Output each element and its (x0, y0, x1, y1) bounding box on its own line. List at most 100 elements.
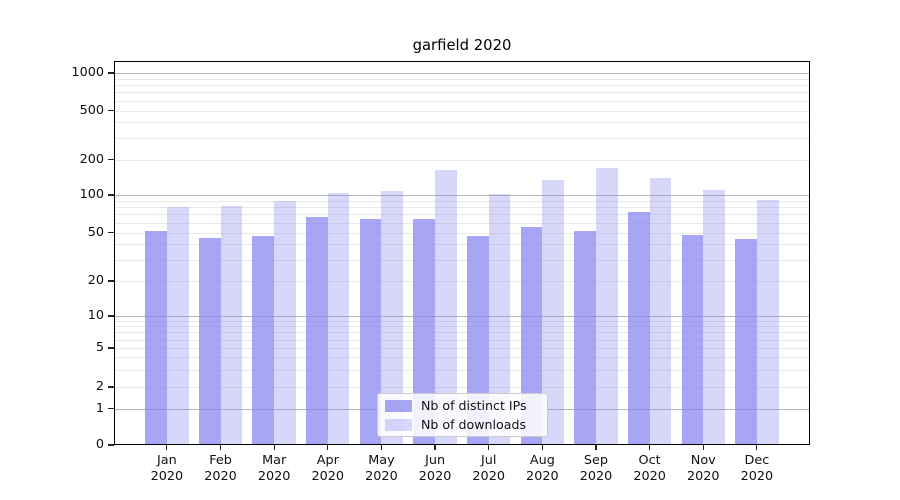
gridline-minor (114, 348, 810, 349)
y-tick-mark (108, 109, 114, 112)
x-tick-year: 2020 (311, 469, 345, 484)
bar-distinct-ips (735, 239, 757, 445)
x-tick-year: 2020 (204, 469, 237, 484)
x-tick-year: 2020 (257, 469, 291, 484)
legend-item-downloads: Nb of downloads (385, 417, 547, 432)
x-tick-month: Sep (583, 453, 609, 468)
x-tick-label: Sep 2020 (568, 453, 624, 485)
gridline-minor (114, 85, 810, 87)
bar-downloads (274, 200, 296, 445)
y-tick-label: 50 (87, 224, 104, 240)
bar-distinct-ips (252, 235, 275, 445)
bar-downloads (381, 190, 404, 445)
x-tick-month: Aug (529, 453, 555, 468)
x-tick-month: Mar (262, 453, 287, 468)
gridline-minor (114, 369, 810, 371)
gridline-minor (114, 281, 810, 282)
x-tick-month: Apr (316, 453, 339, 468)
x-tick-mark (595, 445, 597, 450)
x-tick-year: 2020 (740, 469, 774, 484)
y-tick-mark (108, 386, 114, 388)
x-tick-year: 2020 (150, 469, 184, 484)
bar-distinct-ips (359, 219, 382, 445)
y-tick-mark (108, 280, 114, 282)
x-tick-label: Oct 2020 (622, 453, 678, 485)
gridline-minor (114, 207, 810, 209)
gridline-minor (114, 232, 810, 234)
x-tick-label: Jan 2020 (139, 453, 195, 485)
y-tick-mark (108, 231, 114, 234)
x-tick-mark (541, 445, 543, 450)
bar-distinct-ips (627, 212, 650, 445)
y-tick-label: 1 (95, 400, 104, 416)
x-tick-label: Mar 2020 (246, 453, 302, 485)
x-tick-year: 2020 (365, 469, 398, 484)
y-tick-mark (108, 72, 114, 74)
bar-downloads (435, 170, 457, 445)
x-tick-month: Oct (638, 453, 661, 468)
y-tick-label: 10 (87, 308, 104, 323)
x-tick-mark (166, 445, 168, 450)
x-tick-mark (219, 445, 222, 450)
gridline-minor (114, 92, 810, 94)
chart-title: garfield 2020 (412, 37, 512, 54)
gridline-minor (114, 222, 810, 224)
gridline-minor (114, 110, 810, 112)
y-tick-label: 5 (95, 340, 104, 355)
x-tick-label: Jun 2020 (407, 453, 463, 485)
x-tick-label: Feb 2020 (193, 453, 249, 485)
x-tick-mark (380, 445, 383, 450)
x-tick-year: 2020 (472, 469, 505, 484)
x-tick-month: Jun (425, 453, 446, 468)
bar-downloads (220, 205, 243, 445)
gridline-minor (114, 200, 810, 202)
bar-downloads (756, 200, 779, 445)
x-tick-year: 2020 (418, 469, 452, 484)
bar-distinct-ips (467, 235, 489, 445)
gridline-minor (114, 387, 810, 388)
x-tick-label: Aug 2020 (514, 453, 570, 485)
bar-distinct-ips (574, 231, 596, 445)
x-tick-label: Jul 2020 (461, 453, 517, 485)
x-tick-mark (649, 445, 651, 450)
x-tick-mark (488, 445, 490, 450)
gridline-minor (114, 339, 810, 341)
bar-downloads (703, 190, 725, 445)
legend-swatch-distinct-ips (385, 399, 412, 412)
gridline-major (114, 195, 810, 196)
plot-area (114, 61, 810, 445)
gridline-minor (114, 137, 810, 139)
x-tick-year: 2020 (526, 469, 559, 484)
x-tick-month: Feb (209, 453, 232, 468)
y-tick-label: 20 (87, 273, 104, 288)
legend-label-distinct-ips: Nb of distinct IPs (421, 398, 527, 413)
x-tick-label: Dec 2020 (729, 453, 785, 485)
gridline-minor (114, 78, 810, 80)
y-tick-label: 200 (79, 151, 104, 167)
bar-downloads (649, 177, 672, 445)
bar-downloads (327, 192, 350, 445)
y-tick-label: 500 (79, 102, 104, 118)
bar-downloads (166, 207, 189, 445)
gridline-minor (114, 332, 810, 334)
y-tick-mark (108, 158, 114, 161)
bar-distinct-ips (145, 231, 167, 445)
x-tick-year: 2020 (633, 469, 666, 484)
gridline-minor (114, 326, 810, 328)
legend-label-downloads: Nb of downloads (421, 417, 527, 432)
x-tick-month: Dec (744, 453, 770, 468)
x-tick-year: 2020 (579, 469, 613, 484)
gridline-minor (114, 159, 810, 161)
y-tick-mark (108, 444, 114, 446)
bar-downloads (488, 194, 511, 445)
y-tick-mark (108, 194, 114, 196)
bar-downloads (595, 168, 618, 445)
legend-swatch-downloads (385, 418, 412, 431)
y-tick-mark (108, 347, 114, 349)
gridline-minor (114, 122, 810, 124)
legend-item-distinct-ips: Nb of distinct IPs (385, 398, 547, 413)
bar-distinct-ips (520, 227, 543, 445)
x-tick-label: Apr 2020 (300, 453, 356, 485)
y-tick-label: 0 (95, 437, 104, 452)
